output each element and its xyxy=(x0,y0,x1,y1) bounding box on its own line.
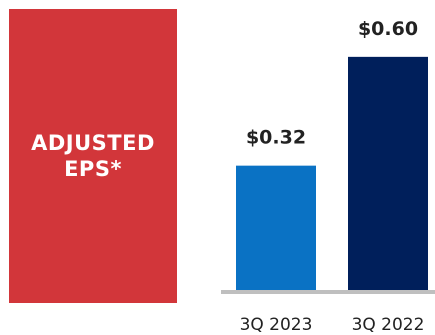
bar-1 xyxy=(348,56,428,290)
bar-value-label-1: $0.60 xyxy=(358,18,418,40)
category-label-1: 3Q 2022 xyxy=(352,315,425,335)
bar-0 xyxy=(236,165,316,290)
bar-value-label-0: $0.32 xyxy=(246,127,306,149)
category-label-0: 3Q 2023 xyxy=(240,315,313,335)
category-labels-layer: 3Q 2023 3Q 2022 xyxy=(240,315,425,335)
eps-label: ADJUSTED EPS* xyxy=(31,131,155,181)
value-labels-layer: $0.32 $0.60 xyxy=(246,18,418,149)
eps-label-panel: ADJUSTED EPS* xyxy=(9,9,177,303)
bars-layer xyxy=(236,56,428,290)
